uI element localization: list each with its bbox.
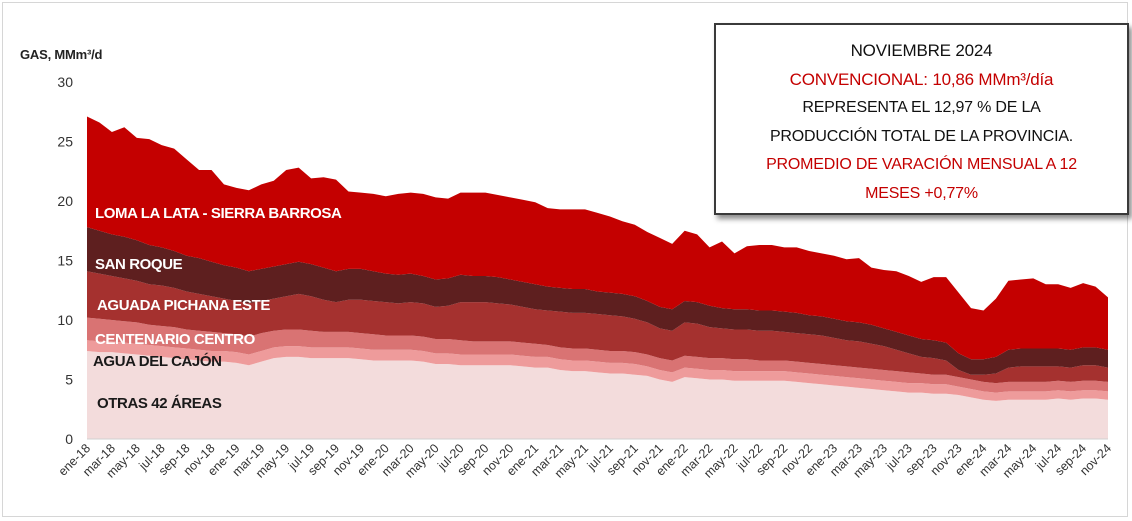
y-tick-label-6: 30 <box>57 74 73 90</box>
label-centenario-centro: CENTENARIO CENTRO <box>95 331 255 348</box>
y-tick-label-3: 15 <box>57 253 73 269</box>
area-series-2 <box>87 317 1108 393</box>
label-agua-del-cajon: AGUA DEL CAJÓN <box>93 353 222 370</box>
area-series-4 <box>87 227 1108 375</box>
y-axis-label: GAS, MMm³/d <box>20 47 103 62</box>
area-series-3 <box>87 271 1108 384</box>
info-conventional: CONVENCIONAL: 10,86 MMm³/día <box>789 69 1054 89</box>
y-tick-label-5: 25 <box>57 134 73 150</box>
info-share-line-2: PRODUCCIÓN TOTAL DE LA PROVINCIA. <box>769 127 1074 145</box>
label-loma-la-lata: LOMA LA LATA - SIERRA BARROSA <box>95 205 342 222</box>
y-tick-label-0: 0 <box>65 431 73 447</box>
info-average-line-2: MESES +0,77% <box>865 184 978 202</box>
y-tick-label-4: 20 <box>57 193 73 209</box>
y-tick-label-2: 10 <box>57 312 73 328</box>
label-san-roque: SAN ROQUE <box>95 256 183 273</box>
info-title: NOVIEMBRE 2024 <box>850 41 993 60</box>
info-box: NOVIEMBRE 2024 CONVENCIONAL: 10,86 MMm³/… <box>714 23 1129 215</box>
info-average-line-1: PROMEDIO DE VARACIÓN MENSUAL A 12 <box>766 156 1077 173</box>
y-tick-label-1: 5 <box>65 372 73 388</box>
stacked-area-chart: 051015202530ene-18mar-18may-18jul-18sep-… <box>56 74 1114 481</box>
area-series-5 <box>87 116 1108 360</box>
label-aguada-pichana-este: AGUADA PICHANA ESTE <box>97 297 270 314</box>
area-series-1 <box>87 340 1108 401</box>
label-otras-42-areas: OTRAS 42 ÁREAS <box>97 395 222 412</box>
info-share-line-1: REPRESENTA EL 12,97 % DE LA <box>802 99 1041 116</box>
area-series-0 <box>87 350 1108 439</box>
